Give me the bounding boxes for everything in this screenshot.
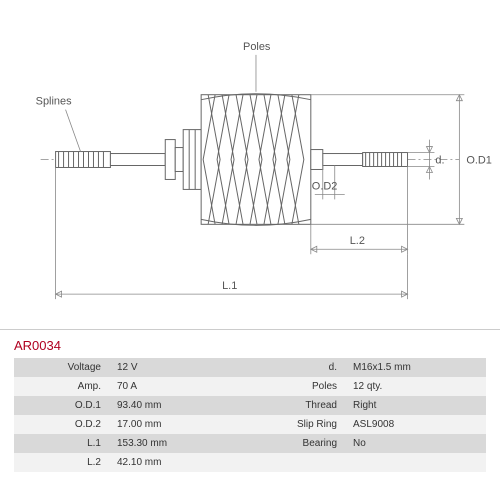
spec-label: Bearing [250, 434, 345, 453]
table-row: Amp. 70 A Poles 12 qty. [14, 377, 486, 396]
label-od2: O.D2 [312, 180, 338, 192]
spec-label: Voltage [14, 358, 109, 377]
spec-label: O.D.2 [14, 415, 109, 434]
spec-value: No [345, 434, 486, 453]
table-row: L.2 42.10 mm [14, 453, 486, 472]
spec-label: Slip Ring [250, 415, 345, 434]
technical-diagram: Splines Poles O.D1 d. O.D2 L.2 [0, 0, 500, 330]
label-l2: L.2 [350, 235, 365, 247]
spec-label: L.2 [14, 453, 109, 472]
label-splines: Splines [36, 96, 72, 108]
spec-label: L.1 [14, 434, 109, 453]
table-row: L.1 153.30 mm Bearing No [14, 434, 486, 453]
spec-value: Right [345, 396, 486, 415]
spec-value: 17.00 mm [109, 415, 250, 434]
spec-label [250, 453, 345, 472]
label-od1: O.D1 [466, 155, 492, 167]
rotor-drawing: Splines Poles O.D1 d. O.D2 L.2 [0, 0, 500, 329]
spec-value: 153.30 mm [109, 434, 250, 453]
label-d: d. [435, 155, 444, 167]
spec-value: 42.10 mm [109, 453, 250, 472]
spec-label: O.D.1 [14, 396, 109, 415]
spec-value: 93.40 mm [109, 396, 250, 415]
label-l1: L.1 [222, 280, 237, 292]
spec-value: 70 A [109, 377, 250, 396]
table-row: Voltage 12 V d. M16x1.5 mm [14, 358, 486, 377]
spec-table: Voltage 12 V d. M16x1.5 mm Amp. 70 A Pol… [14, 358, 486, 472]
spec-value: ASL9008 [345, 415, 486, 434]
spec-label: Thread [250, 396, 345, 415]
spec-value: 12 qty. [345, 377, 486, 396]
spec-label: Amp. [14, 377, 109, 396]
label-poles: Poles [243, 41, 271, 53]
spec-value [345, 453, 486, 472]
spec-value: M16x1.5 mm [345, 358, 486, 377]
spec-value: 12 V [109, 358, 250, 377]
table-row: O.D.1 93.40 mm Thread Right [14, 396, 486, 415]
table-row: O.D.2 17.00 mm Slip Ring ASL9008 [14, 415, 486, 434]
part-code: AR0034 [14, 338, 61, 353]
spec-label: Poles [250, 377, 345, 396]
spec-label: d. [250, 358, 345, 377]
